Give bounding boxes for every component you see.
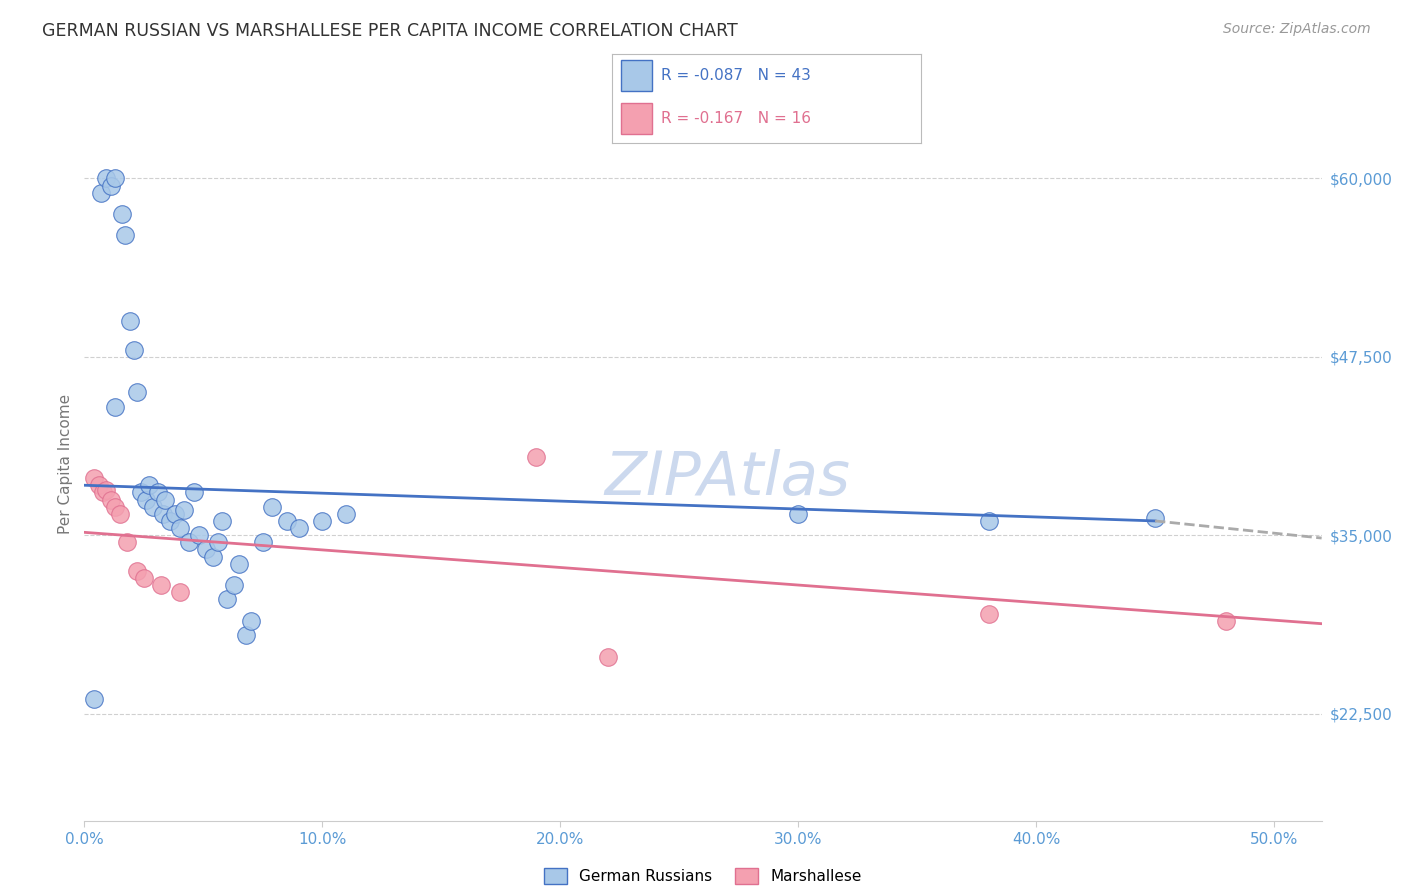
Point xyxy=(125,385,148,400)
Point xyxy=(90,186,112,200)
Point xyxy=(142,500,165,514)
Point xyxy=(526,450,548,464)
Point xyxy=(104,500,127,514)
Y-axis label: Per Capita Income: Per Capita Income xyxy=(58,393,73,534)
Point xyxy=(262,500,284,514)
Point xyxy=(596,649,619,664)
Point xyxy=(111,207,134,221)
Point xyxy=(131,485,153,500)
Point xyxy=(94,483,117,497)
Point xyxy=(83,692,105,706)
Text: R = -0.167   N = 16: R = -0.167 N = 16 xyxy=(661,111,811,126)
Point xyxy=(169,585,191,599)
Point xyxy=(124,343,146,357)
Point xyxy=(287,521,309,535)
Bar xyxy=(621,103,652,134)
Point xyxy=(235,628,257,642)
Text: Source: ZipAtlas.com: Source: ZipAtlas.com xyxy=(1223,22,1371,37)
Point xyxy=(93,485,115,500)
Point xyxy=(224,578,246,592)
Point xyxy=(146,485,169,500)
Point xyxy=(1144,511,1167,525)
Point xyxy=(977,607,1000,621)
Point xyxy=(100,492,122,507)
Point xyxy=(207,535,229,549)
Point xyxy=(114,228,136,243)
Point xyxy=(217,592,239,607)
Point xyxy=(132,571,155,585)
Point xyxy=(155,492,177,507)
Bar xyxy=(621,60,652,91)
Point xyxy=(977,514,1000,528)
Point xyxy=(118,314,141,328)
Point xyxy=(159,514,181,528)
Text: ZIPAtlas: ZIPAtlas xyxy=(605,449,851,508)
Point xyxy=(94,171,117,186)
Point xyxy=(276,514,298,528)
Legend: German Russians, Marshallese: German Russians, Marshallese xyxy=(537,860,869,891)
Point xyxy=(138,478,160,492)
Point xyxy=(163,507,186,521)
Point xyxy=(169,521,191,535)
Point xyxy=(183,485,205,500)
Point xyxy=(187,528,209,542)
Point xyxy=(787,507,810,521)
Point xyxy=(125,564,148,578)
Point xyxy=(311,514,333,528)
Point xyxy=(83,471,105,485)
Point xyxy=(194,542,217,557)
Point xyxy=(173,502,195,516)
Point xyxy=(108,507,131,521)
Point xyxy=(239,614,262,628)
Point xyxy=(87,478,110,492)
Point xyxy=(211,514,233,528)
Point xyxy=(100,178,122,193)
Point xyxy=(135,492,157,507)
Point xyxy=(177,535,200,549)
Point xyxy=(104,400,127,414)
Point xyxy=(115,535,138,549)
Point xyxy=(252,535,274,549)
Text: GERMAN RUSSIAN VS MARSHALLESE PER CAPITA INCOME CORRELATION CHART: GERMAN RUSSIAN VS MARSHALLESE PER CAPITA… xyxy=(42,22,738,40)
Point xyxy=(228,557,250,571)
Point xyxy=(104,171,127,186)
Point xyxy=(201,549,224,564)
Text: R = -0.087   N = 43: R = -0.087 N = 43 xyxy=(661,68,811,83)
Point xyxy=(152,507,174,521)
Point xyxy=(149,578,172,592)
Point xyxy=(1215,614,1237,628)
Point xyxy=(335,507,357,521)
